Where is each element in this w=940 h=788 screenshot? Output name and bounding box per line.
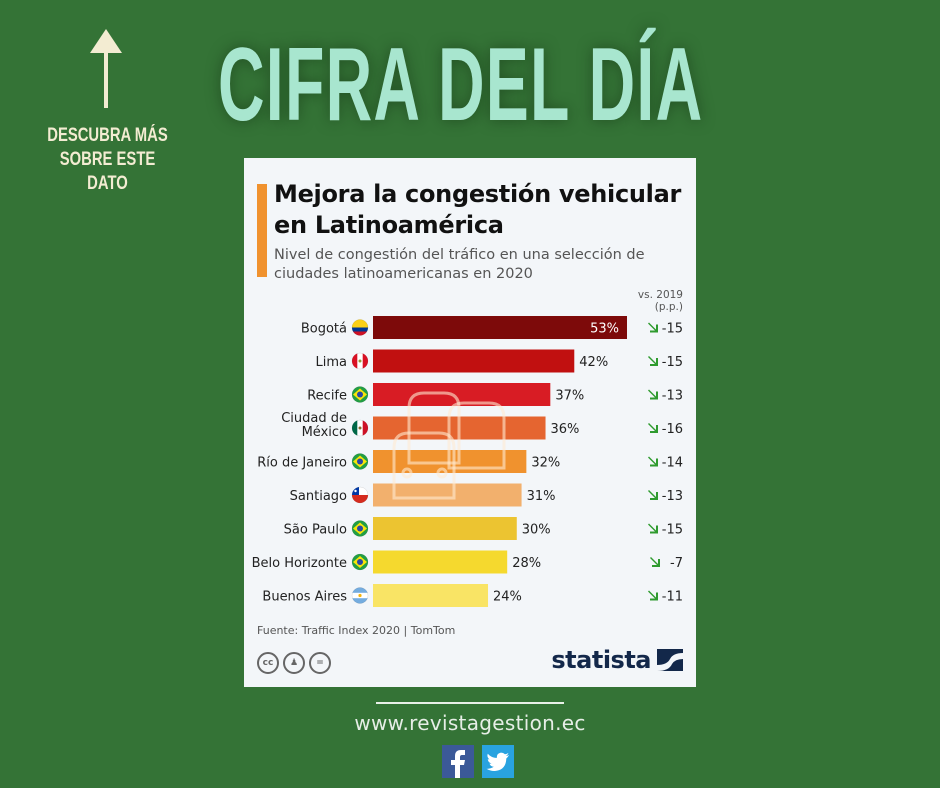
license-icons: cc ♟ =	[257, 652, 331, 674]
flag-icon-brasil	[351, 553, 369, 571]
down-trend-arrow-icon	[648, 322, 658, 333]
value-label: 42%	[579, 355, 608, 370]
category-label: México	[302, 425, 347, 440]
value-label: 30%	[522, 523, 551, 538]
bar-chart: Bogotá 53% -15 Lima 42% -15 Recife 37% -13 Ciudad…	[252, 316, 683, 607]
change-label: -15	[662, 322, 683, 337]
down-trend-arrow-icon	[648, 523, 658, 534]
flag-icon-méxico	[351, 419, 369, 437]
bar-8	[373, 584, 489, 607]
change-label: -15	[662, 523, 683, 538]
title-accent-bar	[257, 184, 267, 277]
change-label: -15	[662, 355, 683, 370]
chart-subtitle: Nivel de congestión del tráfico en una s…	[274, 247, 645, 282]
change-label: -7	[670, 556, 683, 571]
category-label: Santiago	[290, 489, 347, 504]
source-note: Fuente: Traffic Index 2020 | TomTom	[257, 624, 456, 637]
side-note-line2: SOBRE ESTE DATO	[59, 149, 156, 194]
bar-5	[373, 483, 522, 507]
bar-7	[373, 550, 508, 574]
change-label: -13	[662, 489, 683, 504]
facebook-icon[interactable]	[442, 745, 474, 778]
value-label: 37%	[555, 389, 584, 404]
website-link[interactable]: www.revistagestion.ec	[354, 711, 586, 735]
side-note[interactable]: DESCUBRA MÁS SOBRE ESTE DATO	[39, 124, 176, 196]
up-arrow-icon	[90, 29, 122, 108]
flag-icon-chile	[351, 486, 369, 504]
bar-0	[373, 316, 627, 339]
side-note-line1: DESCUBRA MÁS	[47, 125, 168, 146]
value-label: 31%	[527, 489, 556, 504]
bar-1	[373, 349, 575, 373]
category-label: Bogotá	[301, 322, 347, 337]
value-label: 32%	[531, 456, 560, 471]
change-label: -14	[662, 456, 683, 471]
value-label: 36%	[551, 422, 580, 437]
category-label: Río de Janeiro	[257, 456, 347, 471]
change-label: -16	[662, 422, 683, 437]
down-trend-arrow-icon	[648, 590, 658, 601]
change-label: -11	[662, 590, 683, 605]
category-label: Lima	[316, 355, 347, 370]
category-label: Belo Horizonte	[252, 556, 347, 571]
chart-title: Mejora la congestión vehicular en Latino…	[274, 180, 682, 239]
category-label: Buenos Aires	[262, 590, 347, 605]
flag-icon-colombia	[351, 319, 369, 336]
change-header-line2: (p.p.)	[654, 301, 683, 313]
value-label: 24%	[493, 590, 522, 605]
statista-logo[interactable]: statista	[551, 646, 683, 674]
flag-icon-perú	[351, 352, 369, 370]
no-derivatives-icon[interactable]: =	[309, 652, 331, 674]
bar-2	[373, 383, 551, 406]
change-column-header: vs. 2019 (p.p.)	[638, 289, 683, 313]
category-label: Ciudad de	[281, 411, 347, 426]
down-trend-arrow-icon	[648, 490, 658, 500]
statista-wordmark: statista	[551, 646, 651, 674]
value-label: 53%	[590, 322, 619, 337]
flag-icon-brasil	[351, 453, 369, 470]
down-trend-arrow-icon	[648, 423, 658, 433]
category-label: Recife	[307, 389, 347, 404]
down-trend-arrow-icon	[650, 557, 660, 567]
bar-6	[373, 517, 517, 540]
down-trend-arrow-icon	[648, 389, 658, 400]
twitter-icon[interactable]	[482, 745, 514, 778]
change-label: -13	[662, 389, 683, 404]
category-label: São Paulo	[284, 523, 347, 538]
down-trend-arrow-icon	[648, 456, 658, 467]
social-links	[442, 745, 514, 778]
chart-card: Mejora la congestión vehicular en Latino…	[244, 158, 696, 687]
car-watermark-icon	[392, 391, 506, 500]
footer-divider	[376, 702, 564, 704]
flag-icon-brasil	[351, 386, 369, 403]
flag-icon-argentina	[351, 587, 369, 604]
attribution-icon[interactable]: ♟	[283, 652, 305, 674]
value-label: 28%	[512, 556, 541, 571]
statista-logo-icon	[657, 649, 683, 671]
down-trend-arrow-icon	[648, 356, 658, 366]
flag-icon-brasil	[351, 520, 369, 537]
cc-icon[interactable]: cc	[257, 652, 279, 674]
headline: CIFRA DEL DÍA	[218, 27, 704, 143]
change-header-line1: vs. 2019	[637, 289, 683, 301]
